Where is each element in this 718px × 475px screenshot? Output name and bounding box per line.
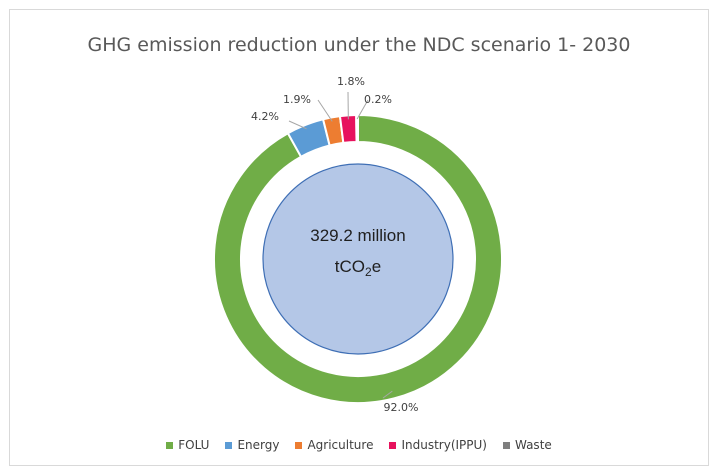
legend-swatch-folu: [166, 441, 174, 449]
legend-swatch-industry-ippu: [389, 441, 397, 449]
legend-swatch-agriculture: [295, 441, 303, 449]
leader-line-energy: [288, 120, 307, 130]
data-label-industry-ippu: 1.8%: [337, 75, 365, 88]
legend-item-industry-ippu: Industry(IPPU): [389, 438, 487, 452]
slice-waste: [355, 113, 359, 144]
legend-item-agriculture: Agriculture: [295, 438, 373, 452]
leader-line-waste: [356, 99, 369, 120]
leader-line-folu: [382, 390, 393, 399]
legend-item-waste: Waste: [502, 438, 552, 452]
legend-swatch-energy: [225, 441, 233, 449]
legend-label-folu: FOLU: [178, 438, 210, 452]
legend-label-energy: Energy: [237, 438, 280, 452]
center-circle: [262, 163, 454, 355]
legend: FOLU Energy Agriculture Industry(IPPU) Waste: [0, 438, 718, 452]
legend-label-agriculture: Agriculture: [307, 438, 374, 452]
slice-folu: [213, 113, 503, 404]
legend-label-waste: Waste: [514, 438, 552, 452]
legend-label-industry-ippu: Industry(IPPU): [401, 438, 487, 452]
data-label-folu: 92.0%: [384, 401, 419, 414]
data-label-waste: 0.2%: [364, 93, 392, 106]
data-label-energy: 4.2%: [251, 110, 279, 123]
legend-item-energy: Energy: [225, 438, 279, 452]
center-value: 329.2 million: [310, 226, 405, 245]
data-label-agriculture: 1.9%: [283, 93, 311, 106]
chart-title: GHG emission reduction under the NDC sce…: [87, 34, 631, 56]
leader-line-agriculture: [317, 99, 333, 122]
legend-swatch-waste: [502, 441, 510, 449]
center-unit: tCO2e: [335, 257, 381, 279]
legend-item-folu: FOLU: [166, 438, 209, 452]
